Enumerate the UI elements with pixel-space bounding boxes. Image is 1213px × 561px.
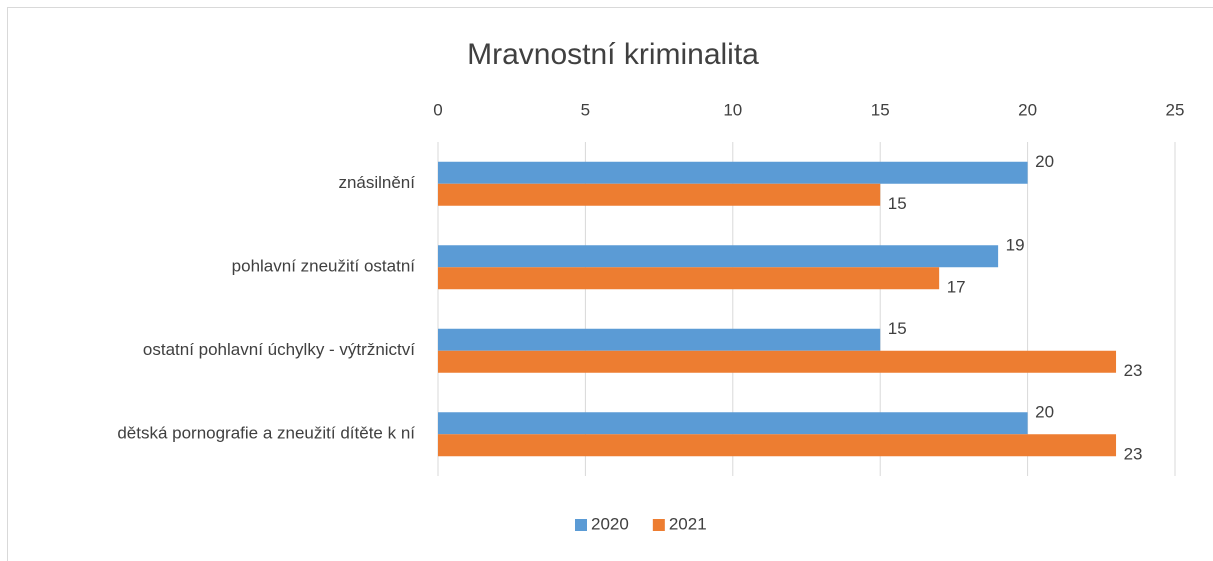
x-tick-label: 0	[433, 100, 442, 119]
data-label: 19	[1006, 236, 1025, 255]
bar	[438, 267, 940, 290]
data-label: 15	[888, 194, 907, 213]
x-tick-label: 20	[1018, 100, 1037, 119]
data-label: 20	[1035, 152, 1054, 171]
y-tick-label: pohlavní zneužití ostatní	[232, 257, 416, 276]
y-tick-label: ostatní pohlavní úchylky - výtržnictví	[143, 340, 415, 359]
bar	[438, 434, 1117, 457]
x-tick-label: 10	[723, 100, 742, 119]
bar	[438, 328, 881, 351]
y-tick-label: dětská pornografie a zneužití dítěte k n…	[117, 424, 415, 443]
chart-title: Mravnostní kriminalita	[467, 38, 759, 71]
legend-swatch	[652, 519, 665, 531]
bar	[438, 350, 1117, 373]
data-label: 15	[888, 319, 907, 338]
y-tick-label: znásilnění	[338, 173, 415, 192]
legend-label: 2021	[669, 514, 707, 533]
bar	[438, 183, 881, 206]
x-tick-label: 25	[1166, 100, 1185, 119]
x-tick-label: 5	[581, 100, 590, 119]
legend-swatch	[575, 519, 587, 531]
data-label: 20	[1035, 403, 1054, 422]
legend-label: 2020	[591, 514, 629, 533]
bar	[438, 245, 999, 268]
data-label: 17	[947, 278, 966, 297]
x-tick-label: 15	[871, 100, 890, 119]
bar	[438, 412, 1028, 435]
data-label: 23	[1124, 445, 1143, 464]
bar	[438, 161, 1028, 184]
data-label: 23	[1124, 361, 1143, 380]
